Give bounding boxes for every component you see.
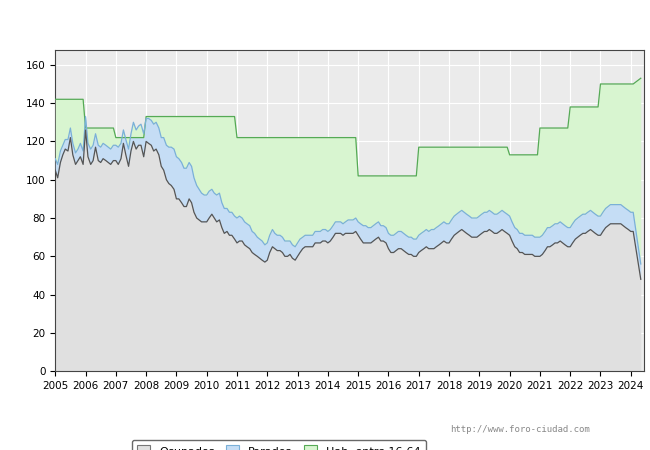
Text: http://www.foro-ciudad.com: http://www.foro-ciudad.com (450, 425, 590, 434)
Legend: Ocupados, Parados, Hab. entre 16-64: Ocupados, Parados, Hab. entre 16-64 (131, 440, 426, 450)
Text: Arenzana de Abajo - Evolucion de la poblacion en edad de Trabajar Mayo de 2024: Arenzana de Abajo - Evolucion de la pobl… (47, 17, 603, 30)
